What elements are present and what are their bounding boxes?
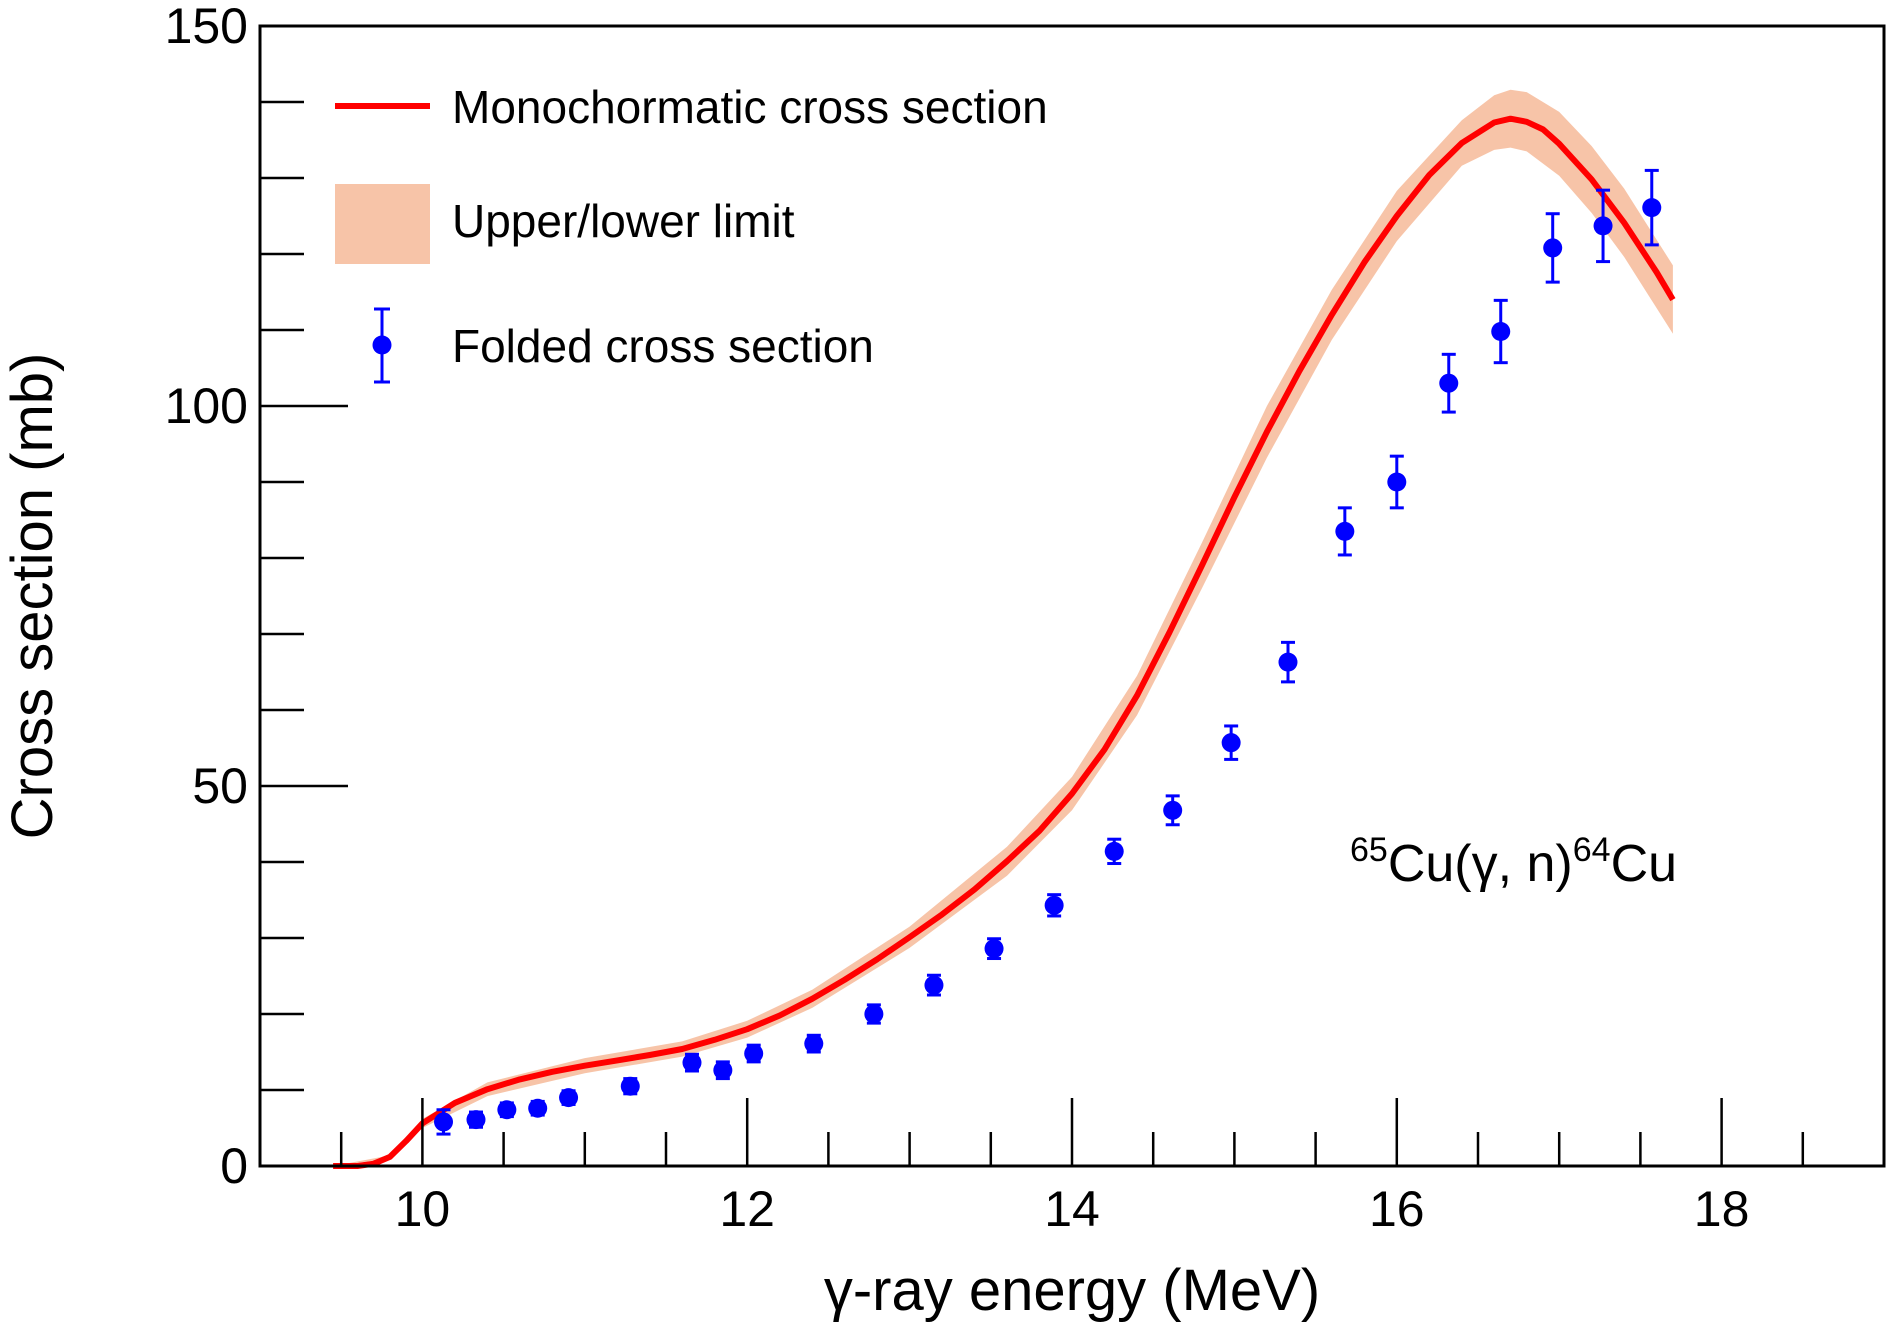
annotation-text: Cu <box>1611 835 1677 893</box>
data-point <box>924 973 944 997</box>
annotation-superscript: 65 <box>1350 831 1388 869</box>
y-axis-title: Cross section (mb) <box>0 353 65 840</box>
legend-label-band: Upper/lower limit <box>452 195 795 247</box>
folded-point <box>1543 238 1563 258</box>
data-point <box>713 1060 733 1081</box>
folded-point <box>744 1044 764 1064</box>
data-point <box>434 1108 454 1136</box>
folded-point <box>984 939 1004 959</box>
y-tick-label: 0 <box>220 1138 248 1194</box>
folded-point <box>1221 733 1241 753</box>
legend-item-monochromatic: Monochormatic cross section <box>335 81 1048 133</box>
folded-point <box>1104 841 1124 861</box>
folded-point <box>1044 895 1064 915</box>
annotation-superscript: 64 <box>1573 831 1611 869</box>
folded-point <box>620 1076 640 1096</box>
folded-point <box>804 1034 824 1054</box>
legend-swatch-band <box>335 184 430 264</box>
x-tick-label: 18 <box>1694 1181 1750 1237</box>
folded-point <box>682 1053 702 1073</box>
data-point <box>1044 893 1064 918</box>
data-point <box>744 1043 764 1064</box>
data-point <box>466 1110 486 1130</box>
data-point <box>1163 794 1183 827</box>
data-point <box>528 1098 548 1118</box>
folded-point <box>713 1060 733 1080</box>
x-tick-label: 16 <box>1369 1181 1425 1237</box>
folded-point <box>1491 322 1511 342</box>
data-point <box>1221 724 1241 761</box>
data-point <box>1104 837 1124 866</box>
folded-point <box>528 1098 548 1118</box>
axes-layer: 10 12 14 16 18 0 50 100 150 <box>165 0 1805 1237</box>
y-tick-label: 50 <box>192 758 248 814</box>
folded-point <box>1642 198 1662 218</box>
data-point <box>804 1033 824 1054</box>
data-point <box>864 1003 884 1025</box>
y-tick-label: 150 <box>165 0 248 54</box>
data-point <box>682 1052 702 1073</box>
data-point <box>1278 640 1298 684</box>
folded-point <box>1278 652 1298 672</box>
data-point <box>559 1088 579 1108</box>
monochromatic-line <box>333 115 1676 1169</box>
reaction-annotation: 65Cu(γ, n)64Cu <box>1350 831 1677 893</box>
folded-point <box>864 1004 884 1024</box>
folded-point <box>1439 373 1459 393</box>
folded-point <box>434 1112 454 1132</box>
folded-point <box>466 1110 486 1130</box>
folded-point <box>1163 800 1183 820</box>
legend-swatch-marker <box>372 335 392 355</box>
annotation-text: Cu(γ, n) <box>1388 835 1573 893</box>
x-tick-label: 14 <box>1044 1181 1100 1237</box>
data-point <box>1335 506 1355 557</box>
uncertainty-band <box>333 89 1673 1166</box>
data-point <box>1642 168 1662 247</box>
line-layer <box>333 115 1676 1169</box>
data-point <box>1387 454 1407 510</box>
x-tick-label: 10 <box>395 1181 451 1237</box>
data-point <box>1491 298 1511 365</box>
x-axis-title: γ-ray energy (MeV) <box>824 1258 1320 1323</box>
data-point <box>1439 352 1459 414</box>
legend: Monochormatic cross section Upper/lower … <box>335 81 1048 384</box>
legend-label-folded: Folded cross section <box>452 320 874 372</box>
points-layer <box>434 168 1662 1136</box>
folded-point <box>1335 521 1355 541</box>
x-tick-label: 12 <box>719 1181 775 1237</box>
band-layer <box>333 89 1673 1166</box>
data-point <box>497 1100 517 1120</box>
folded-point <box>559 1088 579 1108</box>
folded-point <box>1387 472 1407 492</box>
data-point <box>620 1076 640 1096</box>
folded-point <box>1593 216 1613 236</box>
folded-point <box>497 1100 517 1120</box>
folded-point <box>924 975 944 995</box>
data-point <box>984 937 1004 961</box>
legend-item-folded: Folded cross section <box>372 307 874 384</box>
data-point <box>1593 188 1613 264</box>
y-tick-label: 100 <box>165 378 248 434</box>
data-point <box>1543 212 1563 284</box>
legend-item-band: Upper/lower limit <box>335 184 795 264</box>
legend-label-monochromatic: Monochormatic cross section <box>452 81 1048 133</box>
